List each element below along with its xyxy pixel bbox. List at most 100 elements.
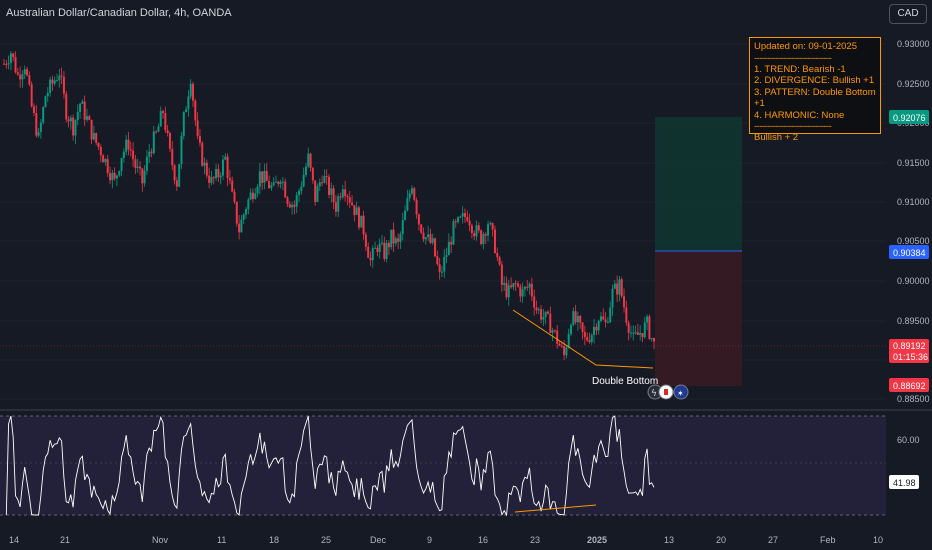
australia-flag-icon[interactable] — [673, 384, 689, 400]
candle-body — [542, 317, 545, 320]
time-tick: 21 — [60, 535, 70, 545]
info-updated: Updated on: 09-01-2025 — [754, 41, 857, 52]
candle-body — [648, 316, 651, 339]
flash-glyph: ϟ — [651, 389, 657, 399]
candle-body — [62, 76, 65, 94]
time-tick: Dec — [370, 535, 387, 545]
candle-body — [221, 159, 224, 176]
candle-body — [46, 92, 49, 97]
candle-body — [309, 153, 312, 168]
candle-body — [168, 133, 171, 149]
candle-body — [263, 171, 266, 183]
candle-body — [344, 189, 347, 197]
candle-body — [579, 315, 582, 323]
candle-body — [650, 337, 653, 339]
candle-body — [429, 234, 432, 243]
candle-body — [270, 185, 273, 189]
candle-body — [129, 149, 132, 151]
candle-body — [643, 322, 646, 338]
current-price-text: 0.89192 — [893, 341, 926, 351]
candle-body — [415, 199, 418, 215]
candle-body — [447, 241, 450, 256]
candle-body — [544, 311, 547, 318]
candle-body — [152, 131, 155, 154]
candle-body — [67, 119, 70, 122]
candle-body — [251, 192, 254, 199]
candle-body — [533, 296, 536, 308]
candle-body — [198, 136, 201, 143]
candle-body — [150, 151, 153, 154]
time-tick: 27 — [768, 535, 778, 545]
candle-body — [58, 75, 61, 81]
profit-zone[interactable] — [655, 117, 742, 251]
candle-body — [49, 79, 52, 93]
candle-body — [302, 175, 305, 187]
candle-body — [616, 283, 619, 295]
candle-body — [353, 205, 356, 215]
candle-body — [540, 309, 543, 320]
time-tick: 2025 — [587, 535, 607, 545]
price-tick: 0.93000 — [897, 39, 930, 49]
candle-body — [44, 96, 47, 108]
candle-body — [390, 229, 393, 248]
time-axis[interactable]: 14 21 Nov 11 18 25 Dec 9 16 23 2025 13 2… — [9, 535, 883, 545]
candle-body — [551, 330, 554, 333]
candle-body — [56, 80, 59, 82]
candle-body — [549, 313, 552, 333]
candle-body — [627, 322, 630, 333]
candle-body — [136, 166, 139, 168]
candle-body — [316, 186, 319, 202]
candle-body — [42, 107, 45, 123]
candle-body — [420, 224, 423, 233]
candle-body — [233, 191, 236, 202]
candle-body — [374, 247, 377, 249]
candle-body — [337, 196, 340, 212]
event-icons[interactable]: ϟ ✶ — [647, 384, 689, 400]
candle-body — [653, 337, 655, 342]
candle-body — [99, 146, 102, 156]
candles — [3, 50, 655, 361]
candle-body — [21, 74, 24, 80]
candle-body — [300, 186, 303, 191]
candle-body — [537, 309, 540, 311]
candle-body — [477, 225, 480, 231]
candle-body — [208, 175, 211, 183]
info-separator: ----------------------------- — [754, 52, 832, 64]
candle-body — [104, 159, 107, 163]
candle-body — [574, 311, 577, 323]
countdown-text: 01:15:36 — [893, 352, 928, 362]
candle-body — [23, 69, 26, 75]
candle-body — [387, 242, 390, 248]
candle-body — [187, 96, 190, 110]
price-tick: 0.91000 — [897, 197, 930, 207]
currency-button[interactable]: CAD — [889, 4, 927, 24]
candle-body — [215, 168, 218, 179]
candle-body — [593, 326, 596, 335]
candle-body — [454, 221, 457, 223]
candle-body — [14, 57, 17, 73]
candle-body — [192, 83, 195, 101]
stop-price-tag — [889, 378, 929, 392]
candle-body — [9, 53, 12, 64]
candle-body — [284, 181, 287, 198]
candle-body — [507, 285, 510, 298]
candle-body — [72, 117, 75, 136]
candle-body — [436, 256, 439, 265]
target-price-tag — [889, 110, 929, 124]
candle-body — [625, 307, 628, 323]
candle-body — [321, 182, 324, 184]
candle-body — [277, 181, 280, 185]
candle-body — [330, 188, 333, 195]
candle-body — [19, 74, 22, 80]
candle-body — [440, 271, 443, 273]
candle-body — [496, 252, 499, 258]
loss-zone[interactable] — [655, 251, 742, 386]
candle-body — [245, 209, 248, 215]
candle-body — [381, 242, 384, 244]
candle-body — [125, 139, 128, 152]
candle-body — [53, 80, 56, 84]
pattern-line — [512, 309, 654, 369]
candle-body — [410, 188, 413, 194]
candle-body — [173, 165, 176, 181]
